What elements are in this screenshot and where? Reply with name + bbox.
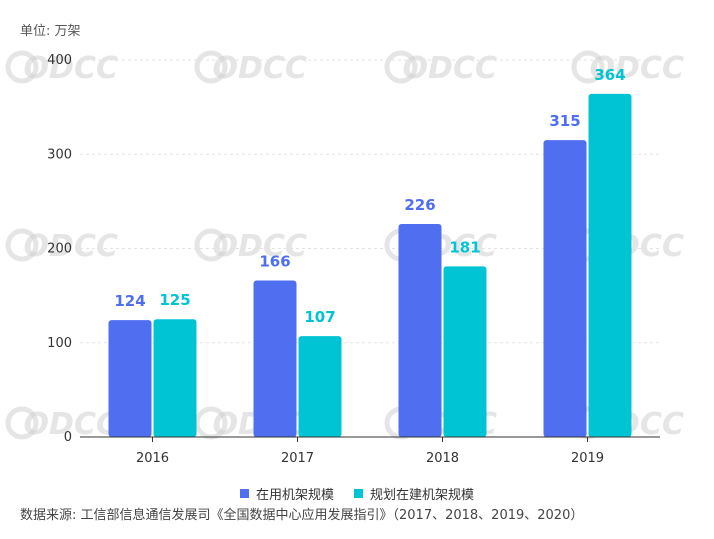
unit-label: 单位: 万架 [20, 24, 81, 39]
legend-swatch-series-1 [354, 489, 363, 498]
watermark-logo-0-2 [384, 50, 418, 84]
data-label-2016-series-1: 125 [159, 291, 190, 309]
watermark-0-3: ODCC [590, 51, 684, 86]
data-label-2017-series-0: 166 [259, 253, 290, 271]
watermark-logo-0-1 [194, 50, 228, 84]
watermark-0-0: ODCC [24, 51, 118, 86]
watermark-logo-1-0 [5, 228, 39, 262]
x-tick-label: 2017 [281, 451, 314, 466]
x-tick-label: 2018 [426, 451, 459, 466]
bar-2019-series-1[interactable] [588, 93, 632, 438]
data-label-2018-series-0: 226 [404, 196, 435, 214]
bar-2018-series-1[interactable] [443, 266, 487, 437]
bar-2017-series-0[interactable] [253, 280, 297, 437]
legend-item-series-0[interactable]: 在用机架规模 [239, 484, 334, 503]
legend-label-series-1: 规划在建机架规模 [370, 488, 475, 503]
y-tick-label: 200 [47, 242, 72, 257]
watermark-0-1: ODCC [213, 51, 307, 86]
legend-item-series-1[interactable]: 规划在建机架规模 [354, 484, 474, 503]
legend: 在用机架规模 规划在建机架规模 [0, 484, 714, 503]
bar-2016-series-0[interactable] [108, 320, 152, 437]
y-axis: 0 100 200 300 400 [47, 53, 72, 445]
watermark-logo-2-0 [5, 406, 39, 440]
watermark-0-2: ODCC [403, 51, 497, 86]
watermark-1-1: ODCC [213, 229, 307, 264]
bar-2018-series-0[interactable] [398, 223, 442, 437]
data-label-2016-series-0: 124 [114, 292, 145, 310]
watermark-1-0: ODCC [24, 229, 118, 264]
data-label-2018-series-1: 181 [449, 238, 480, 256]
bar-2017-series-1[interactable] [298, 336, 342, 437]
watermark-logo-1-1 [194, 228, 228, 262]
bar-2019-series-0[interactable] [543, 140, 587, 438]
data-label-2019-series-0: 315 [549, 112, 580, 130]
watermark-2-0: ODCC [24, 407, 118, 442]
bars-layer [108, 93, 632, 438]
x-axis: 2016 2017 2018 2019 [80, 436, 660, 466]
data-label-2017-series-1: 107 [304, 308, 335, 326]
legend-label-series-0: 在用机架规模 [255, 488, 334, 503]
data-labels-layer: 124 125 166 107 226 181 315 364 [114, 66, 625, 326]
y-tick-label: 300 [47, 147, 72, 162]
data-label-2019-series-1: 364 [594, 66, 625, 84]
x-tick-label: 2019 [571, 451, 604, 466]
source-note: 数据来源: 工信部信息通信发展司《全国数据中心应用发展指引》（2017、2018… [20, 508, 584, 523]
y-tick-label: 100 [47, 336, 72, 351]
watermark-logo-0-0 [5, 50, 39, 84]
watermark-logo-0-3 [571, 50, 605, 84]
y-tick-label: 0 [64, 430, 72, 445]
legend-swatch-series-0 [239, 489, 249, 498]
y-tick-label: 400 [47, 53, 72, 68]
bar-2016-series-1[interactable] [153, 319, 197, 437]
x-tick-label: 2016 [136, 451, 169, 466]
